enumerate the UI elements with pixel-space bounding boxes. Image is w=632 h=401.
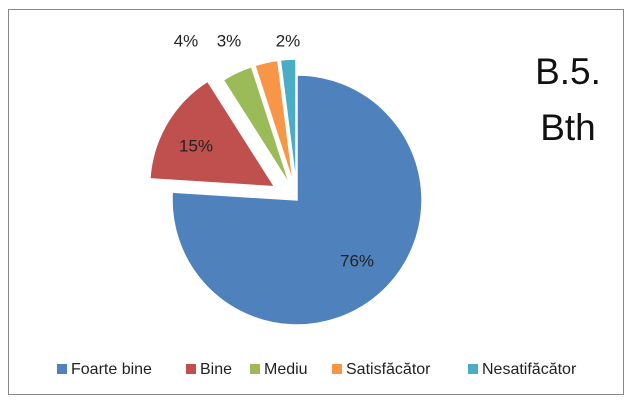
data-label: 3%: [217, 31, 242, 50]
legend-label: Mediu: [264, 361, 308, 378]
legend-marker: [250, 364, 260, 374]
legend-marker: [332, 364, 342, 374]
chart-title: B.5. Bth: [535, 51, 601, 148]
pie-slice: [279, 58, 297, 185]
legend-marker: [468, 364, 478, 374]
data-label: 76%: [340, 251, 374, 270]
pie-slice: [222, 65, 291, 186]
legend-label: Satisfăcător: [346, 361, 431, 378]
data-label: 4%: [174, 31, 199, 50]
legend-label: Nesatifăcător: [482, 361, 577, 378]
data-label: 2%: [276, 31, 301, 50]
pie-slice: [253, 59, 295, 185]
legend-label: Foarte bine: [71, 361, 152, 378]
legend-label: Bine: [200, 361, 232, 378]
pie-slice: [149, 80, 277, 188]
legend-marker: [186, 364, 196, 374]
data-label: 15%: [179, 136, 213, 155]
pie-slice: [171, 74, 423, 326]
legend-marker: [57, 364, 67, 374]
